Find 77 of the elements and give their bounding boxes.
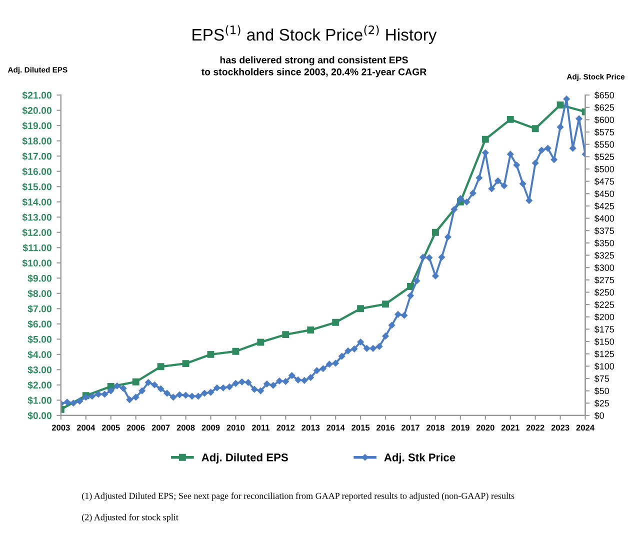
legend-label: Adj. Stk Price [384, 453, 456, 464]
legend-label: Adj. Diluted EPS [202, 453, 288, 464]
y2-tick-label: $475 [594, 178, 614, 186]
x-tick-label: 2014 [326, 424, 345, 431]
x-tick-label: 2016 [376, 424, 394, 431]
y2-tick-label: $650 [594, 92, 614, 99]
y-tick-label: $1.00 [28, 396, 52, 404]
x-tick-label: 2021 [501, 424, 520, 431]
y-tick-label: $2.00 [28, 381, 52, 390]
y2-tick-label: $575 [594, 128, 614, 136]
y2-tick-label: $425 [594, 202, 614, 210]
x-tick-label: 2008 [176, 424, 195, 431]
y2-tick-label: $500 [594, 166, 614, 173]
y2-tick-label: $75 [594, 375, 610, 382]
y2-tick-label: $225 [594, 301, 614, 308]
chart-subtitle: has delivered strong and consistent EPS to stockholders since 2003, 20.4% 21-year CAGR [201, 56, 426, 78]
y-tick-label: $0.00 [28, 412, 52, 420]
y-tick-label: $13.00 [22, 213, 52, 222]
x-tick-label: 2011 [252, 424, 270, 431]
x-tick-label: 2024 [576, 424, 595, 431]
x-tick-label: 2020 [476, 424, 494, 431]
x-tick-label: 2022 [526, 424, 544, 431]
y-tick-label: $19.00 [22, 122, 52, 130]
y2-tick-label: $250 [594, 288, 614, 296]
y-tick-label: $5.00 [28, 335, 52, 344]
y2-tick-label: $375 [594, 227, 614, 235]
text: (2) Adjusted for stock split [82, 514, 178, 522]
y-tick-label: $15.00 [22, 182, 52, 191]
y-tick-label: $11.00 [22, 244, 52, 252]
x-tick-label: 2007 [152, 424, 170, 431]
y-tick-label: $9.00 [28, 274, 52, 282]
y2-tick-label: $350 [594, 240, 614, 247]
y2-tick-label: $100 [594, 362, 614, 370]
y-tick-label: $21.00 [22, 91, 52, 100]
y2-tick-label: $150 [594, 338, 614, 346]
x-tick-label: 2023 [551, 424, 570, 431]
x-tick-label: 2013 [302, 424, 320, 431]
y-tick-label: $10.00 [22, 259, 52, 268]
y2-tick-label: $125 [594, 350, 614, 358]
y2-tick-label: $275 [594, 276, 614, 284]
y2-tick-label: $400 [594, 214, 614, 222]
x-tick-label: 2009 [202, 424, 220, 431]
y-tick-label: $17.00 [22, 152, 52, 160]
y2-tick-label: $450 [594, 190, 614, 198]
y-tick-label: $3.00 [28, 366, 52, 374]
y-tick-label: $6.00 [28, 320, 52, 328]
y-tick-label: $12.00 [22, 228, 52, 237]
y2-tick-label: $550 [594, 140, 614, 148]
y2-tick-label: $625 [594, 104, 614, 112]
y-tick-label: $8.00 [28, 290, 52, 298]
y-tick-label: $7.00 [28, 304, 52, 313]
chart-title: EPS$^{(1)}$ and Stock Price$^{(2)}$ History [192, 25, 437, 44]
x-tick-label: 2006 [126, 424, 145, 431]
y2-tick-label: $175 [594, 326, 614, 334]
y2-tick-label: $325 [594, 252, 614, 260]
x-tick-label: 2017 [402, 424, 420, 431]
y-tick-label: $4.00 [28, 350, 52, 359]
y-tick-label: $18.00 [22, 137, 52, 146]
y2-tick-label: $200 [594, 313, 614, 321]
y2-tick-label: $25 [594, 400, 610, 408]
x-tick-label: 2015 [352, 424, 370, 431]
y2-tick-label: $300 [594, 264, 614, 272]
x-tick-label: 2003 [52, 424, 70, 431]
x-tick-label: 2004 [76, 424, 96, 431]
x-tick-label: 2018 [426, 424, 444, 431]
y2-tick-label: $525 [594, 153, 614, 161]
y2-tick-label: $50 [594, 387, 610, 395]
x-tick-label: 2019 [451, 424, 470, 431]
x-tick-label: 2010 [226, 424, 245, 431]
y2-tick-label: $600 [594, 116, 614, 124]
text: (1) Adjusted Diluted EPS; See next page for reconciliation from GAAP reported results to adjusted (non-GAAP) results [82, 492, 514, 501]
y-tick-label: $14.00 [22, 198, 52, 206]
y-tick-label: $16.00 [22, 168, 52, 176]
y-tick-label: $20.00 [22, 106, 52, 115]
x-tick-label: 2005 [102, 424, 120, 431]
x-tick-label: 2012 [276, 424, 295, 431]
y2-tick-label: $0 [594, 412, 604, 420]
